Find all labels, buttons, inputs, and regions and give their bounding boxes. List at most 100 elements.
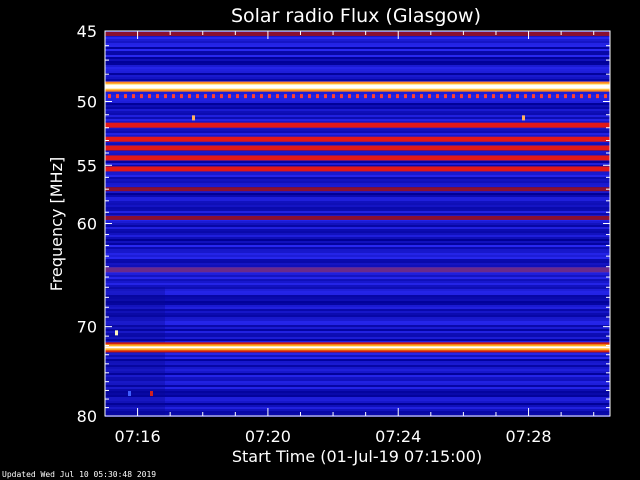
x-tick-label: 07:16 <box>115 427 161 446</box>
band-dot <box>196 94 199 99</box>
noise-row <box>105 177 610 179</box>
speck <box>522 115 525 121</box>
noise-row <box>105 211 610 213</box>
noise-row <box>105 171 610 173</box>
noise-row <box>105 325 610 327</box>
noise-row <box>105 41 610 43</box>
y-tick-label: 55 <box>77 156 97 175</box>
noise-row <box>105 235 610 237</box>
noise-row <box>105 291 610 293</box>
noise-row <box>105 61 610 63</box>
noise-row <box>105 75 610 77</box>
band-dot <box>452 94 455 99</box>
band-dot <box>548 94 551 99</box>
noise-row <box>105 331 610 333</box>
band-core <box>105 346 610 349</box>
noise-row <box>105 373 610 375</box>
band-dot <box>380 94 383 99</box>
noise-row <box>105 363 610 365</box>
noise-row <box>105 357 610 359</box>
band-dot <box>428 94 431 99</box>
noise-row <box>105 111 610 113</box>
band-dot <box>468 94 471 99</box>
noise-row <box>105 127 610 129</box>
noise-row <box>105 103 610 105</box>
noise-row <box>105 99 610 101</box>
noise-row <box>105 225 610 227</box>
band-dot <box>172 94 175 99</box>
noise-row <box>105 195 610 197</box>
band-dot <box>316 94 319 99</box>
noise-row <box>105 283 610 285</box>
noise-row <box>105 219 610 221</box>
band-dot <box>508 94 511 99</box>
band-red <box>105 166 610 172</box>
noise-row <box>105 397 610 399</box>
y-axis: 45 50 55 60 70 80 <box>77 22 610 426</box>
noise-row <box>105 153 610 155</box>
noise-row <box>105 311 610 313</box>
noise-row <box>105 339 610 341</box>
noise-row <box>105 403 610 405</box>
noise-row <box>105 181 610 183</box>
band-dot <box>436 94 439 99</box>
noise-row <box>105 383 610 385</box>
speck <box>192 115 195 121</box>
noise-row <box>105 207 610 209</box>
noise-row <box>105 57 610 59</box>
noise-row <box>105 53 610 55</box>
y-tick-label: 80 <box>77 407 97 426</box>
noise-row <box>105 341 610 343</box>
x-axis-label: Start Time (01-Jul-19 07:15:00) <box>232 447 482 466</box>
noise-row <box>105 93 610 95</box>
x-tick-label: 07:24 <box>375 427 421 446</box>
noise-row <box>105 121 610 123</box>
noise-row <box>105 255 610 257</box>
y-tick-label: 50 <box>77 93 97 112</box>
noise-row <box>105 359 610 361</box>
noise-row <box>105 305 610 307</box>
noise-row <box>105 175 610 177</box>
band-dot <box>124 94 127 99</box>
band-dot <box>300 94 303 99</box>
band-dot <box>276 94 279 99</box>
noise-row <box>105 377 610 379</box>
band-dot <box>524 94 527 99</box>
noise-row <box>105 243 610 245</box>
noise-row <box>105 55 610 57</box>
noise-row <box>105 161 610 163</box>
noise-row <box>105 259 610 261</box>
noise-row <box>105 281 610 283</box>
band-dot <box>284 94 287 99</box>
noise-row <box>105 39 610 41</box>
noise-row <box>105 223 610 225</box>
noise-row <box>105 319 610 321</box>
noise-row <box>105 367 610 369</box>
noise-row <box>105 389 610 391</box>
noise-row <box>105 239 610 241</box>
band-dot <box>412 94 415 99</box>
noise-row <box>105 297 610 299</box>
noise-row <box>105 393 610 395</box>
band-dot <box>228 94 231 99</box>
x-tick-label: 07:20 <box>245 427 291 446</box>
noise-row <box>105 37 610 39</box>
noise-row <box>105 237 610 239</box>
noise-row <box>105 303 610 305</box>
noise-row <box>105 245 610 247</box>
noise-row <box>105 131 610 133</box>
noise-row <box>105 333 610 335</box>
band-dot <box>532 94 535 99</box>
noise-row <box>105 387 610 389</box>
band-dot <box>564 94 567 99</box>
noise-row <box>105 109 610 111</box>
noise-row <box>105 309 610 311</box>
band-dot <box>460 94 463 99</box>
band-dot <box>260 94 263 99</box>
noise-row <box>105 369 610 371</box>
band-dot <box>396 94 399 99</box>
noise-row <box>105 365 610 367</box>
noise-row <box>105 335 610 337</box>
band-dot <box>204 94 207 99</box>
